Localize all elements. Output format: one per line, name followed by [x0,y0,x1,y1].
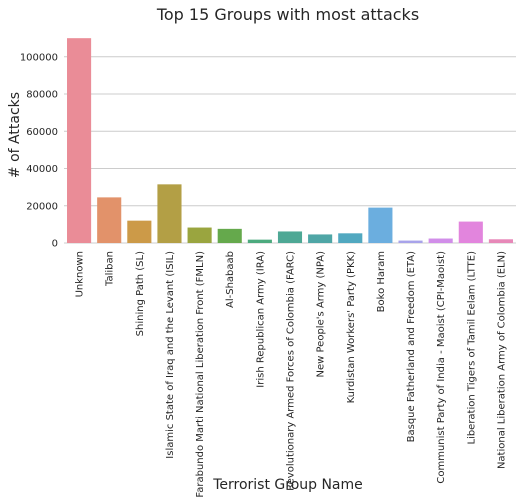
x-tick-label: National Liberation Army of Colombia (EL… [496,251,507,469]
y-tick-labels: 0 20000 40000 60000 80000 100000 [20,52,58,249]
y-tick-label: 40000 [26,164,58,175]
x-tick-label: Communist Party of India - Maoist (CPI-M… [436,251,447,484]
bar [488,239,513,243]
bar [398,240,423,243]
x-tick-label: Shining Path (SL) [135,251,146,336]
bar [67,38,92,244]
bar [127,220,152,243]
bar [368,207,393,243]
x-tick-label: Liberation Tigers of Tamil Eelam (LTTE) [466,251,477,445]
y-tick-label: 60000 [26,127,58,138]
bar [97,197,122,243]
x-tick-label: Boko Haram [376,251,387,312]
bar [338,233,363,243]
plot-area [64,27,516,243]
x-tick-label: Farabundo Marti National Liberation Fron… [195,251,206,498]
bar [247,239,272,243]
x-tick-label: New People's Army (NPA) [316,251,327,378]
x-tick-labels: Unknown Taliban Shining Path (SL) Islamic S… [75,251,508,498]
x-tick-label: Irish Republican Army (IRA) [255,251,266,388]
y-tick-label: 100000 [20,52,58,63]
bar [277,231,303,243]
chart-title: Top 15 Groups with most attacks [156,5,419,24]
y-axis-label: # of Attacks [7,92,23,178]
x-tick-label: Unknown [75,251,86,297]
bar [308,234,333,243]
x-tick-label: Kurdistan Workers' Party (PKK) [346,251,357,403]
x-tick-label: Revolutionary Armed Forces of Colombia (… [286,251,297,491]
bar [217,228,242,243]
x-tick-label: Taliban [105,251,116,287]
bar [458,221,483,243]
bars [67,38,513,244]
bar [157,184,182,243]
x-tick-label: Basque Fatherland and Freedom (ETA) [406,251,417,442]
bar [428,238,453,243]
y-tick-label: 20000 [26,201,58,212]
bar [187,227,212,243]
y-tick-label: 80000 [26,90,58,101]
x-tick-label: Islamic State of Iraq and the Levant (IS… [165,251,176,459]
x-tick-label: Al-Shabaab [225,251,236,308]
x-axis-label: Terrorist Group Name [212,477,363,493]
y-tick-label: 0 [52,239,58,250]
